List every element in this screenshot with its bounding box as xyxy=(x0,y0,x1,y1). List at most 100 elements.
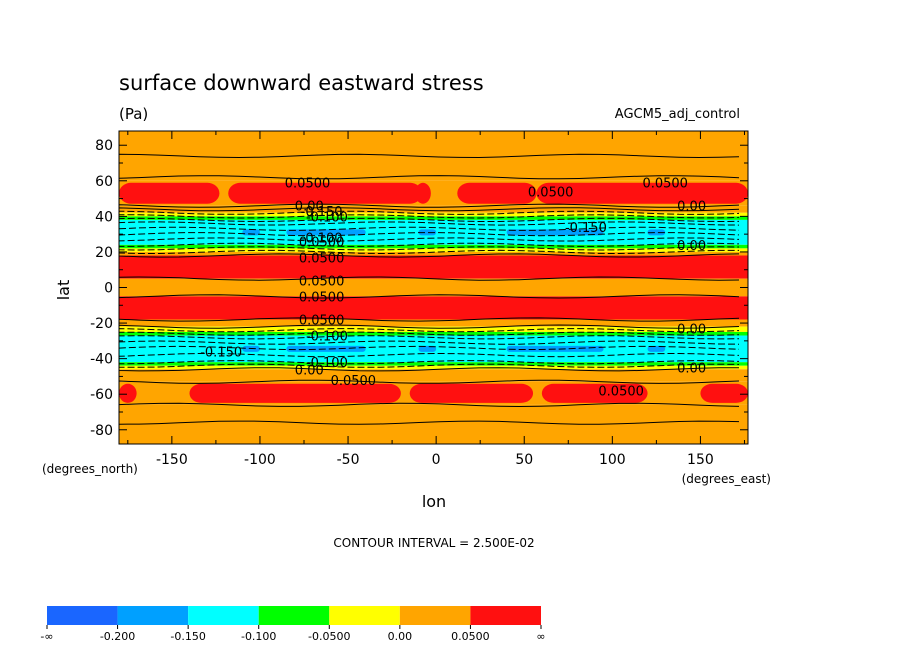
contour-line-9 xyxy=(119,232,740,237)
band-5-core-4 xyxy=(647,229,666,236)
y-tick-label: 0 xyxy=(104,281,113,297)
band-1-patch-2 xyxy=(415,182,431,204)
band-19-patch-2 xyxy=(409,383,534,403)
y-axis-units: (degrees_north) xyxy=(42,462,138,476)
x-tick-label: -150 xyxy=(156,452,188,468)
contour-label-20: 0.00 xyxy=(677,362,706,377)
axes: -150 -100 -50 0 50 100 150 80 60 40 20 0 -20 -40 -60 -8… xyxy=(90,130,749,468)
contour-line-16 xyxy=(119,294,740,299)
band-5-core-2 xyxy=(418,229,437,236)
colorbar-swatch xyxy=(399,606,471,625)
band-5-core-3 xyxy=(506,229,604,236)
colorbar-label: ∞ xyxy=(536,630,545,643)
contour-line-24 xyxy=(119,352,740,358)
band-4 xyxy=(119,216,748,220)
contour-label-8: -0.100 xyxy=(301,232,343,247)
y-tick-label: 20 xyxy=(95,245,113,261)
contour-line-17 xyxy=(119,317,740,322)
contour-line-10 xyxy=(119,237,740,242)
contour-label-9: 0.0500 xyxy=(299,235,345,250)
band-20 xyxy=(119,404,748,444)
x-axis-title: lon xyxy=(422,492,446,511)
colorbar-label: -0.100 xyxy=(241,630,276,643)
band-5-core-0 xyxy=(242,229,260,236)
colorbar-label: -∞ xyxy=(40,630,53,643)
contour-line-5 xyxy=(119,214,740,219)
contour-labels: 0.05000.05000.05000.00-0.150-0.1000.00-0… xyxy=(200,177,706,400)
contour-label-13: 0.0500 xyxy=(299,290,345,305)
contour-line-21 xyxy=(119,335,740,340)
band-8 xyxy=(119,251,748,256)
colorbar-swatch xyxy=(117,606,189,625)
colorbar-swatch xyxy=(47,606,118,625)
contour-line-7 xyxy=(119,221,740,226)
colorbar-swatch xyxy=(258,606,330,625)
band-17 xyxy=(119,365,748,370)
band-18 xyxy=(119,369,748,382)
colorbar-swatch xyxy=(329,606,400,625)
contour-label-3: 0.00 xyxy=(295,200,324,215)
contour-line-25 xyxy=(119,360,740,365)
band-19-patch-4 xyxy=(700,383,748,403)
colorbar-label: -0.150 xyxy=(170,630,205,643)
contour-label-5: -0.100 xyxy=(306,210,348,225)
band-14 xyxy=(119,331,748,336)
band-12 xyxy=(119,319,748,327)
band-6 xyxy=(119,244,748,249)
x-tick-label: -50 xyxy=(337,452,360,468)
contour-label-19: 0.00 xyxy=(295,363,324,378)
colorbar-label: -0.200 xyxy=(100,630,135,643)
y-tick-label: 60 xyxy=(95,174,113,190)
contour-line-4 xyxy=(119,210,740,215)
contour-line-11 xyxy=(119,242,740,247)
contour-line-13 xyxy=(119,249,739,255)
colorbar-label: 0.00 xyxy=(388,630,413,643)
band-1-patch-1 xyxy=(228,182,423,204)
colorbar: -∞ -0.200 -0.150 -0.100 -0.0500 0.00 0.0500 ∞ xyxy=(40,606,546,643)
band-3 xyxy=(119,212,748,217)
contour-label-15: 0.00 xyxy=(677,322,706,337)
contour-label-7: -0.150 xyxy=(565,221,607,236)
contour-label-10: 0.0500 xyxy=(299,251,345,266)
chart-title: surface downward eastward stress xyxy=(119,71,484,95)
contour-label-14: 0.0500 xyxy=(299,314,345,329)
field-fills xyxy=(119,131,748,444)
x-tick-label: 50 xyxy=(515,452,533,468)
contour-line-26 xyxy=(119,363,740,368)
y-tick-label: -80 xyxy=(90,423,113,439)
y-axis-title: lat xyxy=(54,280,73,301)
contour-label-21: 0.0500 xyxy=(331,374,377,389)
band-16 xyxy=(119,362,748,366)
colorbar-swatch xyxy=(188,606,259,625)
contour-label-4: -0.150 xyxy=(301,205,343,220)
band-15-core-4 xyxy=(647,345,666,352)
contour-line-27 xyxy=(119,367,739,372)
contour-line-12 xyxy=(119,246,740,251)
band-13 xyxy=(119,326,748,332)
band-19-patch-3 xyxy=(541,383,648,403)
contour-label-16: -0.100 xyxy=(306,330,348,345)
y-tick-label: 40 xyxy=(95,209,113,225)
colorbar-label: 0.0500 xyxy=(451,630,490,643)
contour-lines xyxy=(119,153,740,425)
contour-line-1 xyxy=(119,175,740,180)
colorbar-swatch xyxy=(470,606,541,625)
x-tick-label: 100 xyxy=(599,452,626,468)
contour-label-6: 0.00 xyxy=(677,200,706,215)
y-tick-label: -60 xyxy=(90,387,113,403)
colorbar-label: -0.0500 xyxy=(308,630,350,643)
x-tick-label: -100 xyxy=(244,452,276,468)
band-19-patch-1 xyxy=(189,383,401,403)
contour-line-18 xyxy=(119,324,740,329)
band-19-patch-0 xyxy=(119,383,137,403)
contour-line-3 xyxy=(119,207,740,212)
dataset-label: AGCM5_adj_control xyxy=(615,107,740,122)
contour-label-0: 0.0500 xyxy=(285,177,331,192)
band-1-patch-4 xyxy=(536,182,748,204)
band-15-core-1 xyxy=(286,345,366,352)
band-10 xyxy=(119,278,748,297)
contour-line-22 xyxy=(119,340,740,345)
contour-line-2 xyxy=(119,203,740,208)
